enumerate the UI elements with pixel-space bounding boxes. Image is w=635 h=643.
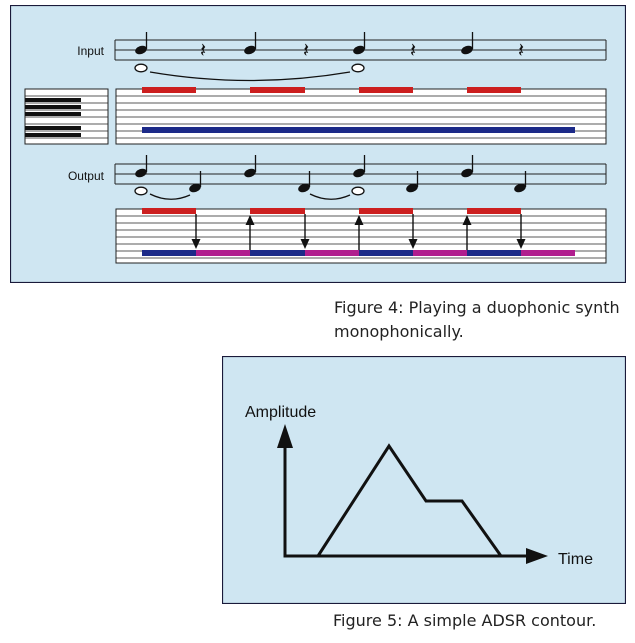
input-tie — [149, 71, 351, 82]
input-note-1 — [135, 32, 148, 55]
output-open-note-2 — [351, 186, 365, 196]
output-low-note-2 — [298, 171, 311, 193]
output-magenta-segment-3 — [413, 250, 467, 256]
input-rest-3: 𝄽 — [410, 38, 416, 62]
output-tie-1 — [149, 193, 191, 200]
output-low-note-1 — [189, 171, 202, 193]
figure-5-caption: Figure 5: A simple ADSR contour. — [333, 611, 597, 630]
output-red-note-2 — [250, 208, 305, 214]
output-low-note-3 — [406, 171, 419, 193]
output-note-3 — [353, 155, 366, 178]
figure-4-caption: Figure 4: Playing a duophonic synth mono… — [334, 298, 620, 341]
up-arrow-2 — [354, 215, 364, 250]
input-open-note-2 — [351, 63, 365, 73]
input-red-note-2 — [250, 87, 305, 93]
input-piano-roll — [115, 88, 607, 145]
output-blue-segment-4 — [467, 250, 521, 256]
output-note-2 — [244, 155, 257, 178]
figure-5-background — [222, 356, 626, 604]
input-note-2 — [244, 32, 257, 55]
output-blue-segment-3 — [359, 250, 413, 256]
output-note-4 — [461, 155, 474, 178]
figure-5-diagram: Amplitude Time — [222, 356, 626, 604]
output-tie-2 — [309, 193, 351, 200]
output-label: Output — [68, 169, 105, 183]
input-rest-1: 𝄽 — [200, 38, 206, 62]
x-axis-arrow — [283, 548, 548, 564]
up-arrow-3 — [462, 215, 472, 250]
output-magenta-segment-1 — [196, 250, 250, 256]
up-arrow-1 — [245, 215, 255, 250]
down-arrow-3 — [408, 214, 418, 249]
down-arrow-1 — [191, 214, 201, 249]
input-red-note-1 — [142, 87, 196, 93]
figure-4-diagram: Input 𝄽 𝄽 𝄽 𝄽 — [10, 5, 626, 283]
input-blue-note — [142, 127, 575, 133]
down-arrow-4 — [516, 214, 526, 249]
keyboard-icon — [24, 88, 109, 145]
output-magenta-segment-2 — [305, 250, 359, 256]
output-red-note-1 — [142, 208, 196, 214]
output-magenta-segment-4 — [521, 250, 575, 256]
amplitude-label: Amplitude — [245, 404, 316, 421]
time-label: Time — [558, 551, 593, 568]
input-note-4 — [461, 32, 474, 55]
output-open-note-1 — [134, 186, 148, 196]
input-label: Input — [77, 44, 104, 58]
adsr-envelope-line — [316, 443, 503, 557]
output-low-note-4 — [514, 171, 527, 193]
output-blue-segment-2 — [250, 250, 305, 256]
output-red-note-3 — [359, 208, 413, 214]
input-rest-2: 𝄽 — [303, 38, 309, 62]
output-note-1 — [135, 155, 148, 178]
input-rest-4: 𝄽 — [518, 38, 524, 62]
input-note-3 — [353, 32, 366, 55]
output-blue-segment-1 — [142, 250, 196, 256]
input-open-note-1 — [134, 63, 148, 73]
input-red-note-4 — [467, 87, 521, 93]
y-axis-arrow — [277, 424, 293, 556]
down-arrow-2 — [300, 214, 310, 249]
output-red-note-4 — [467, 208, 521, 214]
input-red-note-3 — [359, 87, 413, 93]
